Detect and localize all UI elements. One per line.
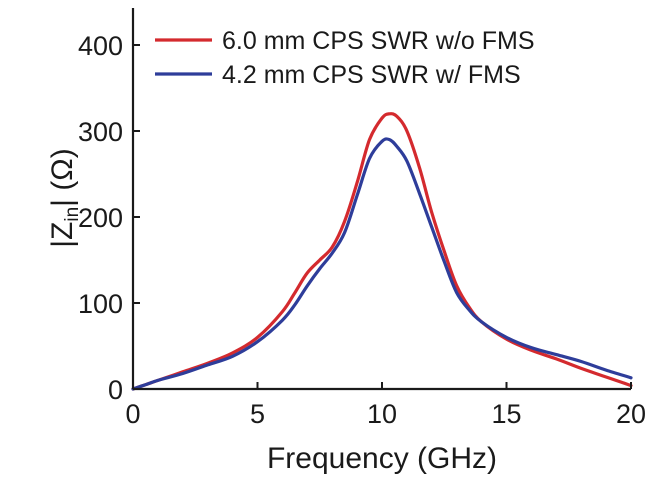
y-axis-title: |Zin| (Ω) xyxy=(46,148,83,247)
legend: 6.0 mm CPS SWR w/o FMS 4.2 mm CPS SWR w/ … xyxy=(155,27,535,89)
x-tick-label: 15 xyxy=(491,399,521,429)
legend-label-2: 4.2 mm CPS SWR w/ FMS xyxy=(222,61,521,89)
y-tick-label: 400 xyxy=(78,31,123,61)
y-tick-label: 200 xyxy=(78,203,123,233)
x-tick-label: 5 xyxy=(250,399,265,429)
x-axis-title: Frequency (GHz) xyxy=(267,442,497,475)
tick-marks xyxy=(132,44,632,390)
series-line-1 xyxy=(131,112,633,391)
legend-label-1: 6.0 mm CPS SWR w/o FMS xyxy=(222,27,535,55)
y-tick-label: 100 xyxy=(78,289,123,319)
y-tick-label: 0 xyxy=(108,375,123,405)
y-tick-label: 300 xyxy=(78,117,123,147)
series-line-2 xyxy=(131,137,633,391)
y-axis-title-subscript: in xyxy=(62,207,83,222)
x-tick-label: 20 xyxy=(616,399,646,429)
x-tick-label: 0 xyxy=(125,399,140,429)
y-axis-title-main: |Z xyxy=(46,222,79,248)
plot-area xyxy=(131,112,633,391)
x-tick-label: 10 xyxy=(367,399,397,429)
y-axis-title-unit: | (Ω) xyxy=(46,148,79,207)
